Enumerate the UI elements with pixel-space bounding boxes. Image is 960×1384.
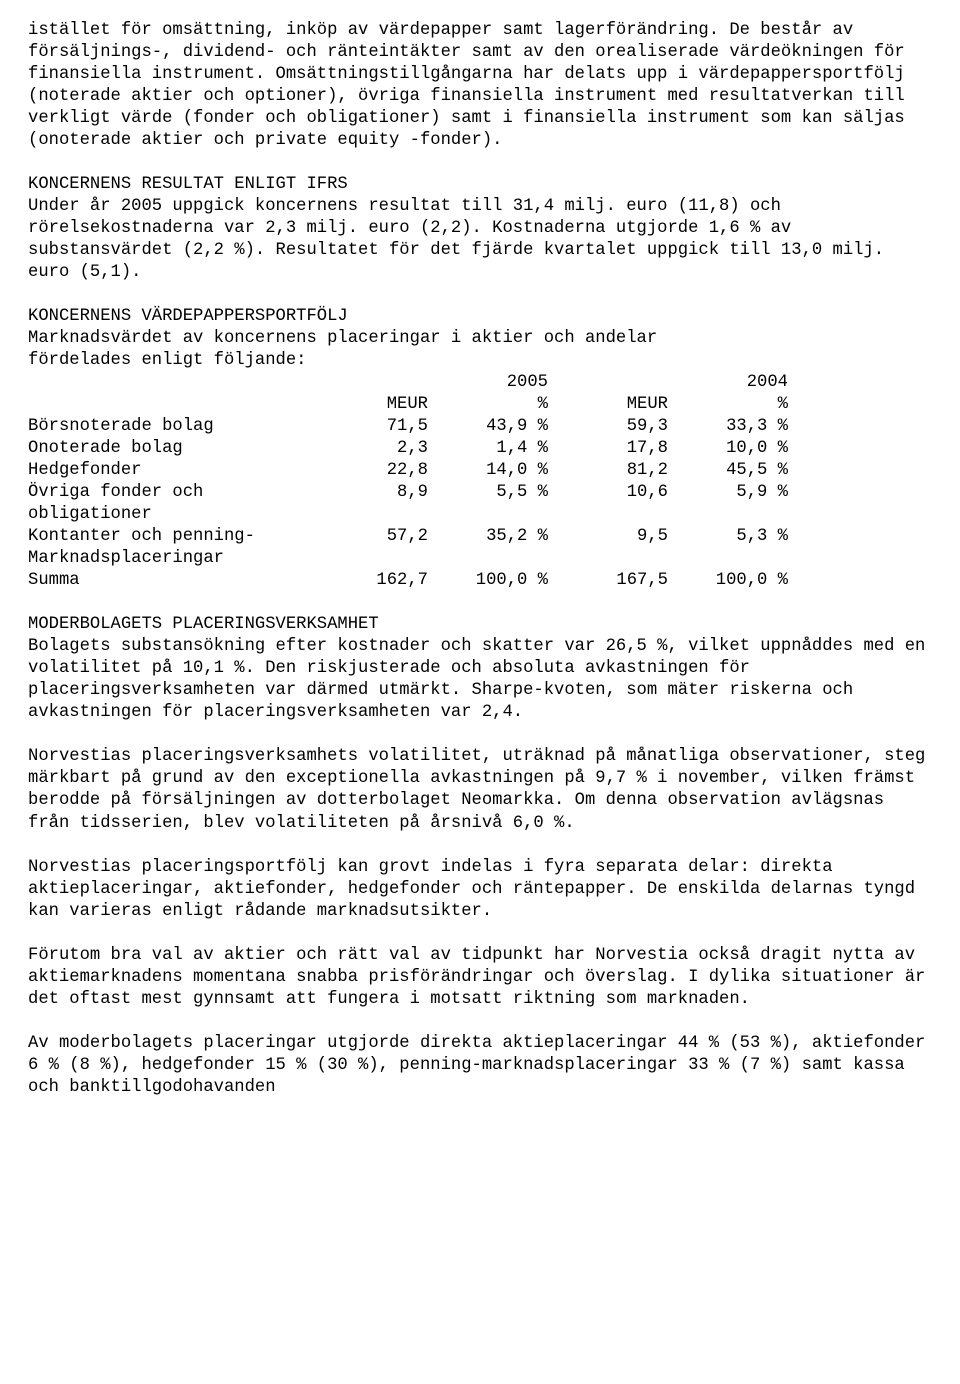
allocation-paragraph: Av moderbolagets placeringar utgjorde di… [28,1033,932,1099]
unit-pct-2: % [668,394,788,416]
row-label: Övriga fonder och obligationer [28,482,308,526]
row-label: Hedgefonder [28,460,308,482]
row-p1: 100,0 % [428,570,548,592]
year-2005: 2005 [428,372,548,394]
portfolio-structure-paragraph: Norvestias placeringsportfölj kan grovt … [28,857,932,923]
table-row: Börsnoterade bolag 71,5 43,9 % 59,3 33,3… [28,416,788,438]
row-v2: 17,8 [548,438,668,460]
row-p1: 5,5 % [428,482,548,526]
row-v2: 10,6 [548,482,668,526]
row-v2: 59,3 [548,416,668,438]
strategy-paragraph: Förutom bra val av aktier och rätt val a… [28,945,932,1011]
row-v1: 57,2 [308,526,428,570]
row-v2: 9,5 [548,526,668,570]
section-heading-result: KONCERNENS RESULTAT ENLIGT IFRS [28,174,932,196]
row-label: Onoterade bolag [28,438,308,460]
table-row: Hedgefonder 22,8 14,0 % 81,2 45,5 % [28,460,788,482]
row-p1: 35,2 % [428,526,548,570]
row-p1: 1,4 % [428,438,548,460]
row-v2: 167,5 [548,570,668,592]
volatility-paragraph: Norvestias placeringsverksamhets volatil… [28,746,932,834]
intro-paragraph: istället för omsättning, inköp av värdep… [28,20,932,152]
row-v2: 81,2 [548,460,668,482]
row-p2: 45,5 % [668,460,788,482]
row-v1: 162,7 [308,570,428,592]
section-heading-portfolio: KONCERNENS VÄRDEPAPPERSPORTFÖLJ [28,306,932,328]
portfolio-table: 2005 2004 MEUR % MEUR % Börsnoterade bol… [28,372,788,592]
row-label: Börsnoterade bolag [28,416,308,438]
row-p2: 33,3 % [668,416,788,438]
unit-meur-2: MEUR [548,394,668,416]
row-p2: 10,0 % [668,438,788,460]
row-v1: 2,3 [308,438,428,460]
table-row: Onoterade bolag 2,3 1,4 % 17,8 10,0 % [28,438,788,460]
row-label: Kontanter och penning- Marknadsplacering… [28,526,308,570]
row-v1: 22,8 [308,460,428,482]
table-unit-row: MEUR % MEUR % [28,394,788,416]
table-row: Kontanter och penning- Marknadsplacering… [28,526,788,570]
row-p1: 14,0 % [428,460,548,482]
section-heading-parent-investments: MODERBOLAGETS PLACERINGSVERKSAMHET [28,614,932,636]
unit-meur-1: MEUR [308,394,428,416]
row-p2: 100,0 % [668,570,788,592]
year-2004: 2004 [668,372,788,394]
result-paragraph: Under år 2005 uppgick koncernens resulta… [28,196,932,284]
row-p2: 5,9 % [668,482,788,526]
row-p1: 43,9 % [428,416,548,438]
portfolio-intro-line1: Marknadsvärdet av koncernens placeringar… [28,328,932,350]
portfolio-intro-line2: fördelades enligt följande: [28,350,932,372]
row-p2: 5,3 % [668,526,788,570]
table-year-row: 2005 2004 [28,372,788,394]
unit-pct-1: % [428,394,548,416]
table-row-total: Summa 162,7 100,0 % 167,5 100,0 % [28,570,788,592]
row-v1: 71,5 [308,416,428,438]
table-row: Övriga fonder och obligationer 8,9 5,5 %… [28,482,788,526]
row-label: Summa [28,570,308,592]
parent-paragraph-1: Bolagets substansökning efter kostnader … [28,636,932,724]
row-v1: 8,9 [308,482,428,526]
